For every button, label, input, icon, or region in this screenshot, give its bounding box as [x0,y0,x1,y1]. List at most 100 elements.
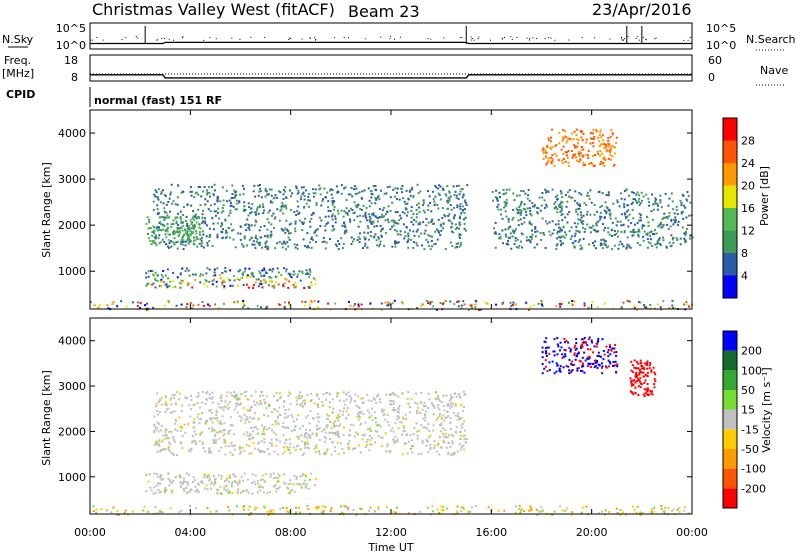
echo-cell [634,231,637,234]
echo-cell [429,448,432,451]
echo-cell [529,235,532,238]
ground-cell [583,302,586,305]
echo-cell [656,240,659,243]
echo-cell [158,228,161,231]
echo-cell [452,185,455,188]
echo-cell [222,409,225,412]
echo-cell [197,413,200,416]
echo-cell [358,406,361,409]
echo-cell [519,204,522,207]
echo-cell [496,197,499,200]
echo-cell [211,217,214,220]
ground-cell [185,306,188,309]
echo-cell [304,473,307,476]
echo-cell [638,212,641,215]
echo-cell [458,184,461,187]
ground-cell [427,301,430,304]
echo-cell [607,194,610,197]
echo-cell [551,188,554,191]
echo-cell [182,240,185,243]
y-tick-label: 4000 [58,335,86,348]
colorbar-tick-label: 8 [741,247,748,260]
echo-cell [581,356,584,359]
echo-cell [248,238,251,241]
echo-cell [224,236,227,239]
echo-cell [518,244,521,247]
echo-cell [591,162,594,165]
echo-cell [392,406,395,409]
nsearch-point [477,38,479,40]
echo-cell [466,184,469,187]
echo-cell [458,418,461,421]
echo-cell [557,159,560,162]
echo-cell [192,426,195,429]
echo-cell [610,234,613,237]
echo-cell [209,210,212,213]
echo-cell [185,486,188,489]
echo-cell [280,205,283,208]
echo-cell [296,273,299,276]
echo-cell [521,233,524,236]
echo-cell [164,411,167,414]
echo-cell [175,391,178,394]
echo-cell [160,274,163,277]
echo-cell [672,208,675,211]
echo-cell [336,416,339,419]
echo-cell [407,246,410,249]
echo-cell [571,360,574,363]
ground-cell [349,304,352,307]
echo-cell [679,243,682,246]
echo-cell [442,405,445,408]
ground-cell [377,508,380,511]
echo-cell [421,408,424,411]
echo-cell [338,435,341,438]
ground-cell [480,308,483,311]
echo-cell [428,244,431,247]
echo-cell [282,197,285,200]
echo-cell [272,197,275,200]
ground-cell [687,512,690,515]
echo-cell [203,473,206,476]
echo-cell [612,165,615,168]
nsearch-point [654,38,656,40]
echo-cell [545,354,548,357]
echo-cell [347,193,350,196]
echo-cell [504,210,507,213]
echo-cell [199,480,202,483]
ground-cell [651,510,654,513]
echo-cell [573,346,576,349]
echo-cell [504,233,507,236]
echo-cell [331,411,334,414]
echo-cell [362,401,365,404]
echo-cell [605,366,608,369]
echo-cell [629,230,632,233]
echo-cell [553,350,556,353]
echo-cell [212,278,215,281]
echo-cell [582,226,585,229]
echo-cell [199,237,202,240]
nsearch-point [623,38,625,40]
echo-cell [593,345,596,348]
ground-cell [553,510,556,513]
echo-cell [545,205,548,208]
echo-cell [343,224,346,227]
echo-cell [447,434,450,437]
echo-cell [434,195,437,198]
ground-cell [430,513,433,516]
echo-cell [583,336,586,339]
echo-cell [599,211,602,214]
echo-cell [259,280,262,283]
echo-cell [164,489,167,492]
echo-cell [282,285,285,288]
echo-cell [641,227,644,230]
echo-cell [596,359,599,362]
echo-cell [215,488,218,491]
echo-cell [305,269,308,272]
echo-cell [455,246,458,249]
echo-cell [581,370,584,373]
echo-cell [169,193,172,196]
nsky-line [90,41,692,45]
echo-cell [306,272,309,275]
echo-cell [396,198,399,201]
